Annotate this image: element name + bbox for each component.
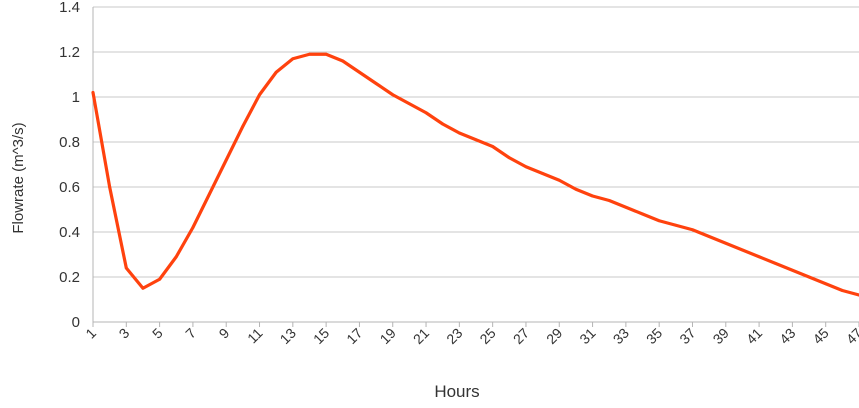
data-point — [124, 266, 128, 270]
y-axis-tick-labels: 0 0.2 0.4 0.6 0.8 1 1.2 1.4 — [59, 0, 80, 331]
data-point — [840, 289, 844, 292]
data-point — [591, 194, 594, 198]
y-tick-label: 1.2 — [59, 44, 80, 61]
data-point — [574, 187, 578, 191]
data-point — [441, 122, 445, 126]
data-point — [824, 282, 828, 286]
y-tick-label: 1.4 — [59, 0, 80, 16]
y-tick-label: 0 — [72, 314, 80, 331]
series-layer — [91, 52, 859, 297]
data-point — [324, 52, 328, 56]
x-tick-label: 37 — [676, 325, 698, 347]
y-tick-label: 0.8 — [59, 134, 80, 151]
data-point — [491, 145, 495, 148]
data-point — [457, 131, 461, 135]
x-tick-label: 35 — [643, 325, 665, 347]
data-point — [674, 223, 678, 227]
data-point — [774, 262, 778, 265]
data-point — [341, 59, 345, 63]
x-tick-label: 43 — [776, 325, 798, 347]
data-point — [391, 93, 395, 97]
x-tick-label: 23 — [443, 325, 465, 347]
data-point — [108, 185, 112, 189]
data-point — [624, 205, 628, 209]
data-point — [308, 52, 311, 56]
x-tick-label: 41 — [743, 325, 765, 347]
x-tick-label: 9 — [216, 325, 233, 342]
gridlines — [93, 6, 859, 323]
x-tick-label: 39 — [710, 325, 732, 347]
data-point — [757, 255, 761, 259]
x-tick-label: 17 — [343, 325, 365, 347]
x-tick-label: 27 — [510, 325, 532, 347]
data-point — [191, 226, 195, 229]
x-tick-label: 29 — [543, 325, 565, 347]
data-point — [641, 212, 644, 216]
data-point — [507, 156, 511, 160]
data-point — [807, 275, 811, 279]
series-line — [91, 52, 859, 297]
data-point — [790, 268, 794, 272]
x-tick-label: 45 — [809, 325, 831, 347]
data-point — [407, 102, 411, 106]
data-point — [141, 286, 145, 290]
data-point — [224, 158, 228, 162]
data-point — [524, 165, 528, 169]
x-tick-label: 11 — [244, 325, 266, 347]
data-point — [657, 219, 661, 223]
data-point — [474, 138, 478, 142]
x-axis-tick-labels: 1 3 5 7 9 11 13 15 17 19 21 23 25 27 29 31 33 35 37 39 41 43 4… — [82, 325, 859, 347]
data-point — [158, 277, 162, 281]
data-point — [174, 255, 178, 259]
data-point — [291, 57, 295, 61]
x-tick-label: 19 — [377, 325, 399, 347]
y-tick-label: 1 — [72, 89, 80, 106]
x-axis-title: Hours — [434, 382, 479, 401]
x-tick-label: 25 — [476, 325, 498, 347]
data-point — [374, 82, 378, 85]
data-point — [208, 192, 211, 196]
x-tick-label: 13 — [277, 325, 299, 347]
data-point — [724, 241, 728, 245]
y-tick-label: 0.4 — [59, 224, 80, 241]
data-point — [741, 248, 744, 252]
y-tick-label: 0.6 — [59, 179, 80, 196]
y-axis-title: Flowrate (m^3/s) — [10, 122, 27, 233]
x-tick-label: 15 — [310, 325, 332, 347]
data-point — [557, 178, 561, 182]
x-tick-label: 5 — [149, 325, 166, 342]
x-tick-label: 7 — [182, 325, 199, 342]
x-tick-label: 47 — [843, 325, 859, 347]
x-tick-label: 33 — [610, 325, 632, 347]
data-point — [241, 124, 245, 128]
x-tick-label: 3 — [116, 325, 133, 342]
x-tick-label: 31 — [576, 325, 598, 347]
x-tick-label: 1 — [82, 325, 99, 342]
data-point — [691, 228, 694, 232]
y-tick-label: 0.2 — [59, 269, 80, 286]
data-point — [91, 91, 95, 94]
data-point — [541, 172, 545, 175]
axes — [92, 7, 859, 327]
data-point — [424, 111, 428, 115]
data-point — [274, 70, 278, 74]
data-point — [258, 93, 261, 97]
data-point — [707, 235, 711, 238]
x-tick-label: 21 — [410, 325, 432, 347]
data-point — [607, 199, 611, 202]
data-point — [358, 70, 361, 74]
